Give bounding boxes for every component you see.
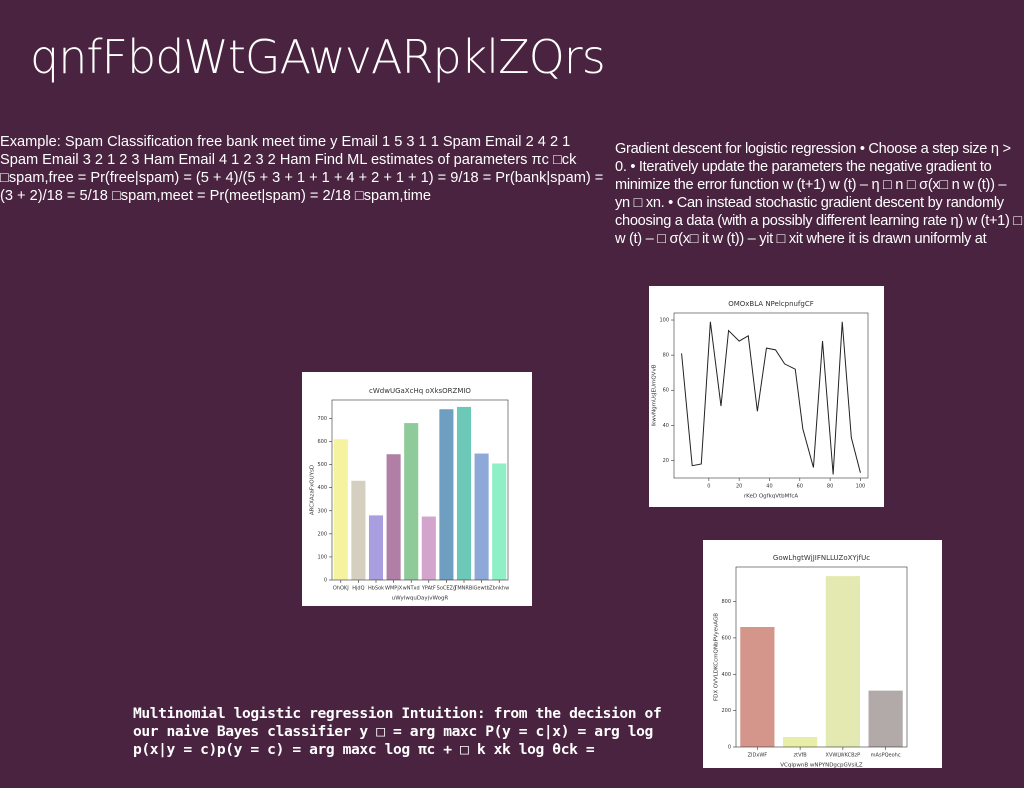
chart-title: cWdwUGaXcHq oXksORZMIO <box>369 387 471 395</box>
y-tick-label: 100 <box>659 318 669 324</box>
y-tick-label: 80 <box>663 353 669 359</box>
x-tick-label: 80 <box>827 484 833 490</box>
bar <box>740 627 775 747</box>
bar <box>368 515 384 580</box>
x-tick-label: YPAtF <box>421 586 436 592</box>
chart: OMOxBLA NPelcpnufgCF rKeD OgfkqVtbMfcA lkw… <box>649 286 884 507</box>
y-tick-label: 200 <box>317 531 327 537</box>
x-tick-label: HjdQ <box>352 586 364 592</box>
x-axis-label: rKeD OgfkqVtbMfcA <box>744 494 799 500</box>
chart: GowLhgtWjJIFNLLUZoXYjfUc VCqlpwnB wNPYNDg… <box>703 540 942 768</box>
y-tick-label: 0 <box>728 745 731 751</box>
bar <box>492 463 507 580</box>
y-tick-label: 0 <box>324 578 327 584</box>
x-tick-label: XVWLWKCBzP <box>826 753 861 759</box>
y-tick-label: 500 <box>317 462 327 468</box>
plot-frame <box>331 399 509 581</box>
x-tick-label: 60 <box>797 484 803 490</box>
x-tick-label: SoCEZg <box>437 586 456 592</box>
bar <box>333 439 348 580</box>
chart-title: GowLhgtWjJIFNLLUZoXYjfUc <box>773 554 870 562</box>
y-tick-label: 20 <box>663 458 669 464</box>
y-tick-label: 800 <box>721 599 731 605</box>
body-text: Multinomial logistic regression Intuitio… <box>133 705 662 758</box>
x-tick-label: TMNRBi <box>453 586 473 592</box>
x-tick-label: mAsPQeohc <box>871 753 901 759</box>
x-tick-label: Zbnkhw <box>489 586 509 592</box>
x-tick-label: 100 <box>856 484 866 490</box>
y-axis-label: lkwvNgmUsJEUmQVvB <box>652 364 658 426</box>
x-tick-label: 40 <box>766 484 772 490</box>
chart: cWdwUGaXcHq oXksORZMIO uWylwquDayjvWogR AR… <box>302 372 532 606</box>
y-tick-label: 400 <box>721 672 731 678</box>
x-tick-label: WMPjX <box>385 586 403 592</box>
x-tick-label: 0 <box>707 484 710 490</box>
y-tick-label: 200 <box>721 708 731 714</box>
bar <box>474 453 489 580</box>
bar <box>868 690 903 747</box>
y-tick-label: 60 <box>663 388 669 394</box>
bar <box>421 516 436 580</box>
y-tick-label: 100 <box>317 554 327 560</box>
y-axis-label: ARCXAzaFxOUYsD <box>310 465 316 515</box>
x-tick-label: ztVfB <box>794 753 808 759</box>
y-tick-label: 700 <box>317 416 327 422</box>
x-axis-label: VCqlpwnB wNPYNDgcpGVsiLZ <box>780 763 863 769</box>
x-tick-label: wNTxd <box>403 586 420 592</box>
x-tick-label: Gewtb <box>474 586 490 592</box>
y-tick-label: 600 <box>317 439 327 445</box>
bar <box>351 480 366 580</box>
x-tick-label: HbSok <box>368 586 384 592</box>
bar <box>825 576 860 747</box>
y-tick-label: 600 <box>721 635 731 641</box>
slide-title: qnfFbdWtGAwvARpklZQrs <box>30 30 606 84</box>
bar <box>439 409 454 580</box>
bar <box>783 737 818 747</box>
plot-frame <box>673 312 869 479</box>
bar <box>404 423 419 580</box>
line <box>681 321 861 475</box>
x-tick-label: 20 <box>736 484 742 490</box>
bar <box>456 406 472 580</box>
x-axis-label: uWylwquDayjvWogR <box>392 596 449 602</box>
chart-title: OMOxBLA NPelcpnufgCF <box>728 300 814 308</box>
x-tick-label: ZIDxWF <box>748 753 768 759</box>
body-text: Gradient descent for logistic regression… <box>615 141 1022 247</box>
x-tick-label: OhOKJ <box>333 586 349 592</box>
plot-frame <box>735 566 908 748</box>
y-axis-label: FDX OVVLDKCcmQNbPVyevAGB <box>714 613 720 701</box>
body-text: Example: Spam Classification free bank m… <box>0 134 604 204</box>
y-tick-label: 40 <box>663 423 669 429</box>
bar <box>386 454 401 580</box>
y-tick-label: 400 <box>317 485 327 491</box>
y-tick-label: 300 <box>317 508 327 514</box>
